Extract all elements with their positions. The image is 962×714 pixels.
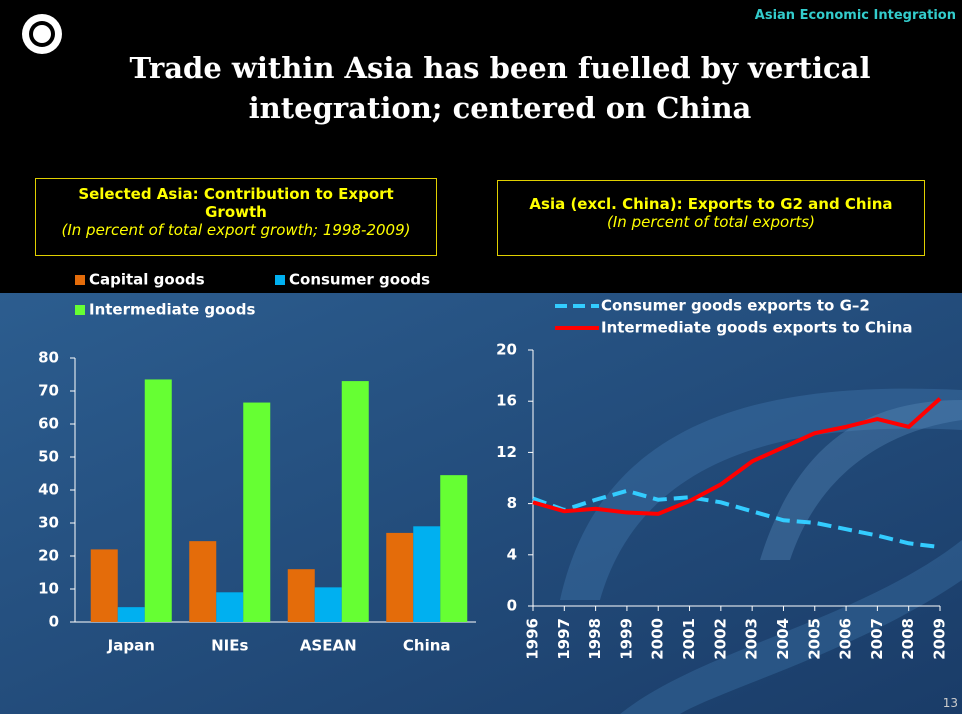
chart-title: Asia (excl. China): Exports to G2 and Ch… <box>498 195 924 213</box>
slide-title: Trade within Asia has been fuelled by ve… <box>100 48 900 128</box>
header-tag: Asian Economic Integration <box>755 8 956 23</box>
chart-subtitle: (In percent of total exports) <box>498 213 924 231</box>
y-tick-label: 50 <box>38 448 59 466</box>
x-tick-label: 2007 <box>868 618 886 660</box>
legend-label: Capital goods <box>89 271 205 289</box>
x-tick-label: 2003 <box>743 618 761 660</box>
legend-label: Consumer goods <box>289 271 430 289</box>
bar <box>342 381 369 622</box>
bar <box>118 607 145 622</box>
bar <box>145 379 172 622</box>
x-tick-label: NIEs <box>211 637 248 655</box>
x-tick-label: 2008 <box>899 618 917 660</box>
y-tick-label: 8 <box>507 494 517 512</box>
x-tick-label: 2006 <box>837 618 855 660</box>
y-tick-label: 4 <box>507 545 517 563</box>
x-tick-label: 2001 <box>680 618 698 660</box>
bar <box>243 403 270 622</box>
y-tick-label: 0 <box>49 613 59 631</box>
page-number: 13 <box>943 696 958 710</box>
chart-title-box: Selected Asia: Contribution to Export Gr… <box>35 178 437 256</box>
bar <box>91 549 118 622</box>
bar <box>216 592 243 622</box>
x-tick-label: 1996 <box>524 618 542 660</box>
x-tick-label: China <box>403 637 451 655</box>
y-tick-label: 12 <box>496 443 517 461</box>
x-tick-label: 2004 <box>774 618 792 660</box>
x-tick-label: 2005 <box>805 618 823 660</box>
x-tick-label: 2009 <box>931 618 949 660</box>
x-tick-label: 1998 <box>586 618 604 660</box>
legend-swatch <box>75 275 85 285</box>
y-tick-label: 0 <box>507 597 517 615</box>
logo <box>22 14 62 54</box>
chart-title: Selected Asia: Contribution to Export Gr… <box>36 185 436 221</box>
chart-title-box: Asia (excl. China): Exports to G2 and Ch… <box>497 180 925 256</box>
x-tick-label: Japan <box>107 637 155 655</box>
bar <box>413 526 440 622</box>
bar <box>288 569 315 622</box>
bar <box>440 475 467 622</box>
bar <box>315 587 342 622</box>
y-tick-label: 40 <box>38 481 59 499</box>
x-tick-label: 2000 <box>649 618 667 660</box>
legend-label: Intermediate goods exports to China <box>601 319 913 337</box>
legend-swatch <box>275 275 285 285</box>
chart-subtitle: (In percent of total export growth; 1998… <box>36 221 436 239</box>
bar <box>386 533 413 622</box>
y-tick-label: 20 <box>38 547 59 565</box>
y-tick-label: 16 <box>496 392 517 410</box>
bar <box>189 541 216 622</box>
y-tick-label: 10 <box>38 580 59 598</box>
y-tick-label: 30 <box>38 514 59 532</box>
legend-label: Consumer goods exports to G–2 <box>601 297 870 315</box>
y-tick-label: 70 <box>38 382 59 400</box>
legend-swatch <box>75 305 85 315</box>
x-tick-label: ASEAN <box>300 637 357 655</box>
x-tick-label: 1997 <box>555 618 573 660</box>
y-tick-label: 80 <box>38 349 59 367</box>
x-tick-label: 1999 <box>617 618 635 660</box>
y-tick-label: 60 <box>38 415 59 433</box>
x-tick-label: 2002 <box>711 618 729 660</box>
y-tick-label: 20 <box>496 341 517 359</box>
legend-label: Intermediate goods <box>89 301 255 319</box>
slide: 01020304050607080JapanNIEsASEANChinaCapi… <box>0 0 962 714</box>
